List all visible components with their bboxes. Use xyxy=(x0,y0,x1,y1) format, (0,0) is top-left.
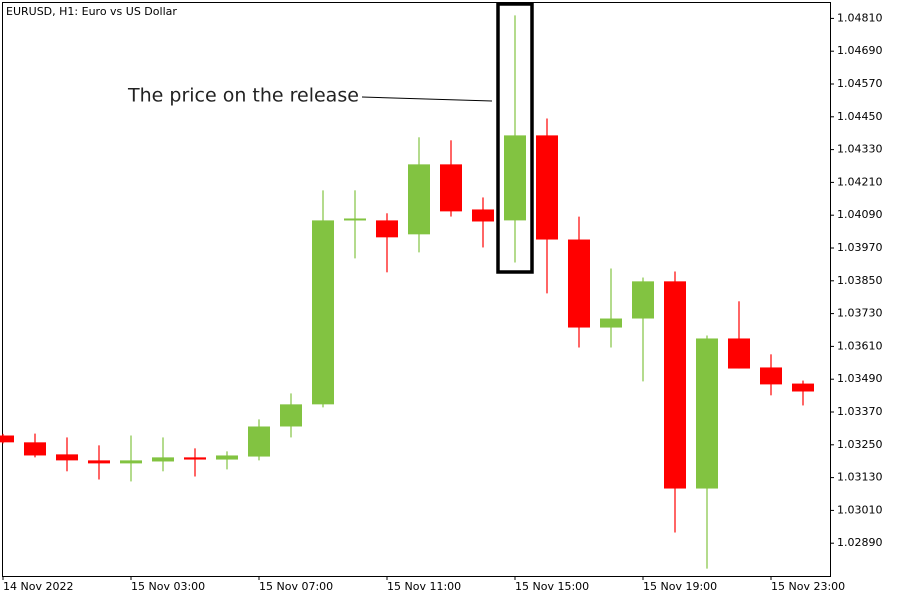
x-tick-label: 15 Nov 11:00 xyxy=(387,580,461,593)
y-tick-label: 1.02890 xyxy=(837,536,883,549)
candle-body xyxy=(280,404,302,427)
y-tick-label: 1.03130 xyxy=(837,471,883,484)
candle-body xyxy=(152,457,174,462)
candle-body xyxy=(600,318,622,328)
x-tick-label: 15 Nov 15:00 xyxy=(515,580,589,593)
y-tick-label: 1.04330 xyxy=(837,143,883,156)
x-tick-label: 14 Nov 2022 xyxy=(3,580,73,593)
candle-body xyxy=(248,426,270,457)
candle-body xyxy=(568,239,590,328)
x-tick-label: 15 Nov 23:00 xyxy=(771,580,845,593)
candle-body xyxy=(696,338,718,489)
candle-body xyxy=(376,220,398,238)
y-tick-label: 1.03010 xyxy=(837,503,883,516)
x-tick-label: 15 Nov 07:00 xyxy=(259,580,333,593)
annotation-text: The price on the release xyxy=(127,85,359,107)
candle-body xyxy=(792,383,814,392)
candle-body xyxy=(632,281,654,319)
y-tick-label: 1.04810 xyxy=(837,11,883,24)
candle-body xyxy=(408,164,430,235)
y-tick-label: 1.04570 xyxy=(837,77,883,90)
candle-body xyxy=(504,135,526,221)
annotation-line xyxy=(361,96,493,102)
candle-body xyxy=(664,281,686,489)
plot-frame xyxy=(2,2,831,577)
candle-body xyxy=(184,457,206,460)
annotation-box xyxy=(496,2,534,274)
y-tick-label: 1.03490 xyxy=(837,372,883,385)
chart-title: EURUSD, H1: Euro vs US Dollar xyxy=(6,5,177,18)
y-tick-label: 1.03730 xyxy=(837,307,883,320)
candle-body xyxy=(120,460,142,464)
y-tick-label: 1.03370 xyxy=(837,405,883,418)
y-tick-label: 1.03610 xyxy=(837,339,883,352)
x-tick-label: 15 Nov 03:00 xyxy=(131,580,205,593)
candle-body xyxy=(472,209,494,222)
candle-body xyxy=(728,338,750,369)
y-tick-label: 1.04450 xyxy=(837,110,883,123)
candle-body xyxy=(56,454,78,461)
y-tick-label: 1.03850 xyxy=(837,274,883,287)
candle-body xyxy=(216,455,238,460)
candle-body xyxy=(760,367,782,385)
y-tick-label: 1.04210 xyxy=(837,175,883,188)
y-tick-label: 1.04690 xyxy=(837,44,883,57)
candle-body xyxy=(536,135,558,240)
x-tick-label: 15 Nov 19:00 xyxy=(643,580,717,593)
candle-body xyxy=(344,218,366,221)
candle-body xyxy=(440,164,462,212)
y-tick-label: 1.03970 xyxy=(837,241,883,254)
candle-body xyxy=(312,220,334,405)
candle-body xyxy=(0,435,14,443)
candle-body xyxy=(24,442,46,456)
y-tick-label: 1.04090 xyxy=(837,208,883,221)
y-tick-label: 1.03250 xyxy=(837,438,883,451)
candle-body xyxy=(88,460,110,464)
